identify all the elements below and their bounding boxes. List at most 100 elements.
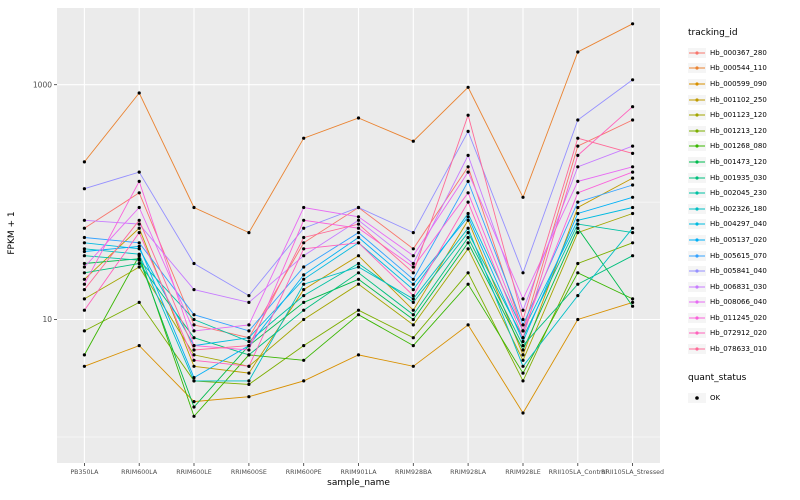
legend-line-key-icon — [688, 250, 706, 261]
legend-line-key-icon — [688, 94, 706, 105]
legend-item-label: Hb_000544_110 — [710, 64, 767, 73]
data-point — [466, 211, 470, 216]
data-point — [411, 336, 415, 340]
data-point — [521, 271, 525, 275]
legend-item: Hb_008066_040 — [688, 295, 800, 311]
data-point — [576, 222, 580, 226]
data-point — [521, 344, 525, 348]
legend-point-key-icon — [688, 392, 706, 403]
data-point — [192, 400, 196, 404]
data-point — [631, 170, 635, 174]
x-tick-label: RRIM928BA — [395, 469, 432, 476]
legend-item-label: Hb_001123_120 — [710, 111, 767, 120]
data-point — [576, 50, 580, 54]
data-point — [411, 277, 415, 281]
data-point — [302, 218, 306, 222]
legend-item: Hb_000367_280 — [688, 45, 800, 61]
data-point — [576, 211, 580, 216]
legend: tracking_id Hb_000367_280 Hb_000544_110 Hb… — [688, 28, 800, 405]
data-point — [631, 183, 635, 187]
data-point — [631, 176, 635, 180]
data-point — [521, 308, 525, 312]
data-point — [82, 261, 86, 266]
data-point — [631, 22, 635, 26]
legend-line-key-icon — [688, 344, 706, 355]
data-point — [411, 294, 415, 298]
data-point — [356, 261, 361, 266]
quant-status-item: OK — [688, 390, 800, 406]
data-point — [192, 329, 196, 333]
x-tick-label: RRIM600PE — [286, 469, 322, 476]
data-point — [631, 205, 635, 210]
data-point — [82, 249, 86, 254]
data-point — [631, 195, 635, 199]
x-axis-title: sample_name — [327, 478, 390, 488]
legend-title-quant-status: quant_status — [688, 372, 747, 383]
data-point — [247, 353, 251, 357]
data-point — [631, 144, 635, 148]
data-point — [356, 241, 361, 245]
legend-line-key-icon — [688, 203, 706, 214]
line-chart-panel: 10 1000 PB350LA RRIM600LA RRIM600LE RRIM600SE… — [33, 8, 664, 476]
data-point — [302, 277, 306, 281]
data-point — [466, 282, 470, 286]
data-point — [137, 231, 141, 235]
data-point — [521, 348, 525, 352]
data-point — [82, 254, 86, 258]
data-point — [411, 323, 415, 327]
data-point — [247, 364, 251, 368]
data-point — [247, 382, 251, 386]
data-point — [82, 329, 86, 333]
data-point — [411, 282, 415, 286]
x-tick-label: RRIM901LA — [340, 469, 377, 476]
data-point — [192, 353, 196, 357]
legend-line-key-icon — [688, 63, 706, 74]
data-point — [631, 151, 635, 155]
data-point — [466, 179, 470, 183]
legend-item-label: Hb_008066_040 — [710, 298, 767, 307]
data-point — [247, 300, 251, 304]
data-point — [137, 222, 141, 226]
data-point — [631, 300, 635, 304]
data-point — [411, 261, 415, 266]
data-point — [576, 118, 580, 122]
data-point — [137, 261, 141, 266]
data-point — [302, 247, 306, 251]
data-point — [356, 254, 361, 258]
data-point — [137, 344, 141, 348]
legend-item: Hb_001102_250 — [688, 92, 800, 108]
data-point — [302, 226, 306, 230]
data-point — [356, 265, 361, 269]
data-point — [356, 271, 361, 275]
data-point — [576, 144, 580, 148]
data-point — [302, 254, 306, 258]
data-point — [137, 247, 141, 251]
legend-item: Hb_000599_090 — [688, 76, 800, 92]
data-point — [137, 226, 141, 230]
data-point — [192, 344, 196, 348]
data-point — [82, 247, 86, 251]
data-point — [137, 300, 141, 304]
data-point — [576, 271, 580, 275]
legend-item-label: Hb_005615_070 — [710, 251, 767, 260]
data-point — [302, 205, 306, 210]
legend-item-label: Hb_001935_030 — [710, 173, 767, 182]
legend-line-key-icon — [688, 78, 706, 89]
data-point — [356, 215, 361, 219]
data-point — [631, 165, 635, 169]
legend-item-label: Hb_005137_020 — [710, 235, 767, 244]
data-point — [521, 339, 525, 344]
data-point — [576, 165, 580, 169]
legend-item-label: Hb_001102_250 — [710, 95, 767, 104]
legend-item-label: Hb_001268_080 — [710, 142, 767, 151]
legend-title-tracking-id: tracking_id — [688, 28, 738, 38]
legend-item: Hb_005615_070 — [688, 248, 800, 264]
legend-line-key-icon — [688, 234, 706, 245]
data-point — [247, 379, 251, 383]
data-point — [466, 235, 470, 240]
data-point — [192, 405, 196, 409]
data-point — [411, 317, 415, 322]
legend-line-key-icon — [688, 312, 706, 323]
data-point — [356, 235, 361, 240]
data-point — [137, 179, 141, 183]
